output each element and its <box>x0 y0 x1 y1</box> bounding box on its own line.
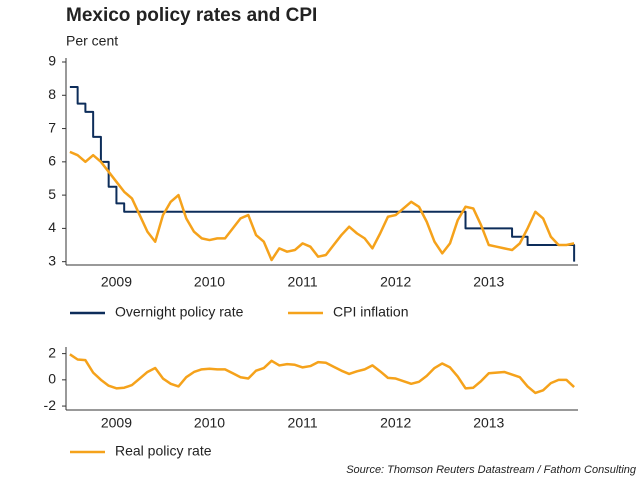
y-tick-label: 2 <box>48 344 56 360</box>
chart-title: Mexico policy rates and CPI <box>66 5 317 26</box>
series-line <box>69 85 576 262</box>
x-tick-label: 2012 <box>380 415 411 431</box>
x-tick-label: 2013 <box>473 274 504 290</box>
x-tick-label: 2011 <box>288 274 318 290</box>
y-tick-label: 8 <box>48 86 56 102</box>
source-note: Source: Thomson Reuters Datastream / Fat… <box>346 464 637 476</box>
legend-label: CPI inflation <box>333 304 408 320</box>
x-tick-label: 2010 <box>194 415 225 431</box>
x-tick-label: 2013 <box>473 415 504 431</box>
series-line <box>69 353 575 395</box>
series-line <box>69 150 575 262</box>
y-tick-label: 9 <box>48 53 56 69</box>
x-tick-label: 2012 <box>380 274 411 290</box>
x-tick-label: 2010 <box>194 274 225 290</box>
x-tick-label: 2009 <box>101 274 132 290</box>
y-tick-label: 7 <box>48 119 56 135</box>
legend-label: Real policy rate <box>115 443 212 459</box>
x-tick-label: 2011 <box>288 415 318 431</box>
y-tick-label: 6 <box>48 153 56 169</box>
legend-label: Overnight policy rate <box>115 304 244 320</box>
x-tick-label: 2009 <box>101 415 132 431</box>
y-tick-label: 0 <box>48 371 56 387</box>
y-tick-label: 4 <box>48 219 56 235</box>
y-tick-label: 3 <box>48 252 56 268</box>
y-tick-label: 5 <box>48 186 56 202</box>
chart-subtitle: Per cent <box>66 33 118 49</box>
y-tick-label: -2 <box>44 397 57 413</box>
